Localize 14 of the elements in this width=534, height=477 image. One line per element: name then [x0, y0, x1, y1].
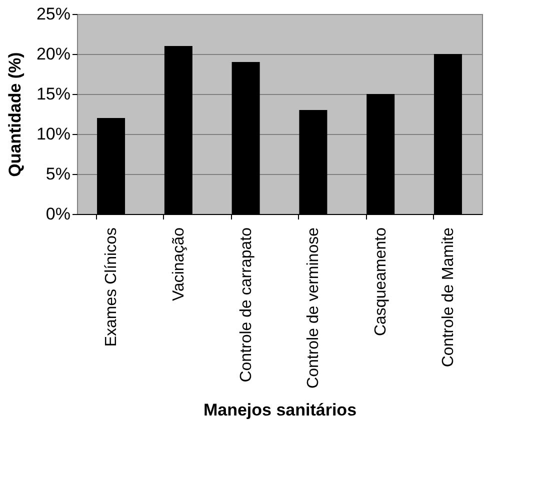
- x-tick-label: Controle de Mamite: [440, 227, 457, 368]
- y-tick-label: 20%: [36, 44, 70, 64]
- y-tick-label: 0%: [46, 204, 70, 224]
- y-tick-label: 15%: [36, 84, 70, 104]
- x-tick-label: Exames Clínicos: [103, 228, 120, 347]
- y-axis-title: Quantidade (%): [5, 52, 24, 177]
- x-tick-label: Vacinação: [170, 227, 188, 302]
- y-tick-label: 10%: [36, 124, 70, 144]
- x-tick-label: Casqueamento: [372, 227, 390, 336]
- x-tick-label: Controle de carrapato: [238, 227, 255, 382]
- x-tick-label: Controle de verminose: [305, 227, 322, 388]
- y-tick-label: 5%: [46, 164, 70, 184]
- x-axis-title: Manejos sanitários: [203, 400, 357, 420]
- y-tick-label: 25%: [36, 4, 70, 24]
